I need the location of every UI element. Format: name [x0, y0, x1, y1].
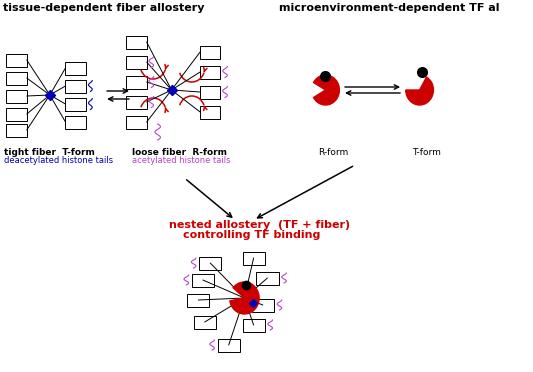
Bar — [126, 115, 147, 128]
Wedge shape — [313, 75, 340, 105]
Bar — [126, 96, 147, 109]
Bar — [200, 86, 221, 99]
Bar — [187, 294, 209, 307]
Text: R-form: R-form — [318, 148, 349, 157]
Text: acetylated histone tails: acetylated histone tails — [132, 156, 230, 165]
Text: deacetylated histone tails: deacetylated histone tails — [4, 156, 113, 165]
Bar — [66, 115, 86, 128]
Text: nested allostery  (TF + fiber): nested allostery (TF + fiber) — [169, 220, 350, 230]
Wedge shape — [406, 77, 433, 105]
Bar — [126, 55, 147, 68]
Bar — [126, 35, 147, 48]
Bar — [217, 339, 240, 352]
Text: tight fiber  T-form: tight fiber T-form — [4, 148, 94, 157]
Text: loose fiber  R-form: loose fiber R-form — [132, 148, 227, 157]
Bar — [192, 273, 214, 286]
Bar — [126, 76, 147, 89]
Bar — [6, 54, 27, 67]
Bar — [243, 318, 265, 331]
Bar — [193, 315, 216, 328]
Bar — [256, 272, 279, 285]
Bar — [243, 251, 265, 264]
Bar — [66, 97, 86, 110]
Text: T-form: T-form — [412, 148, 441, 157]
Bar — [6, 108, 27, 121]
Bar — [66, 61, 86, 74]
Text: controlling TF binding: controlling TF binding — [183, 230, 320, 240]
Bar — [6, 90, 27, 103]
Wedge shape — [230, 282, 259, 314]
Bar — [66, 80, 86, 93]
Bar — [199, 257, 221, 269]
Bar — [200, 45, 221, 58]
Text: tissue-dependent fiber allostery: tissue-dependent fiber allostery — [3, 3, 204, 13]
Bar — [200, 106, 221, 119]
Bar — [6, 71, 27, 84]
Bar — [6, 124, 27, 137]
Bar — [252, 298, 274, 311]
Bar — [200, 65, 221, 78]
Text: microenvironment-dependent TF al: microenvironment-dependent TF al — [279, 3, 499, 13]
